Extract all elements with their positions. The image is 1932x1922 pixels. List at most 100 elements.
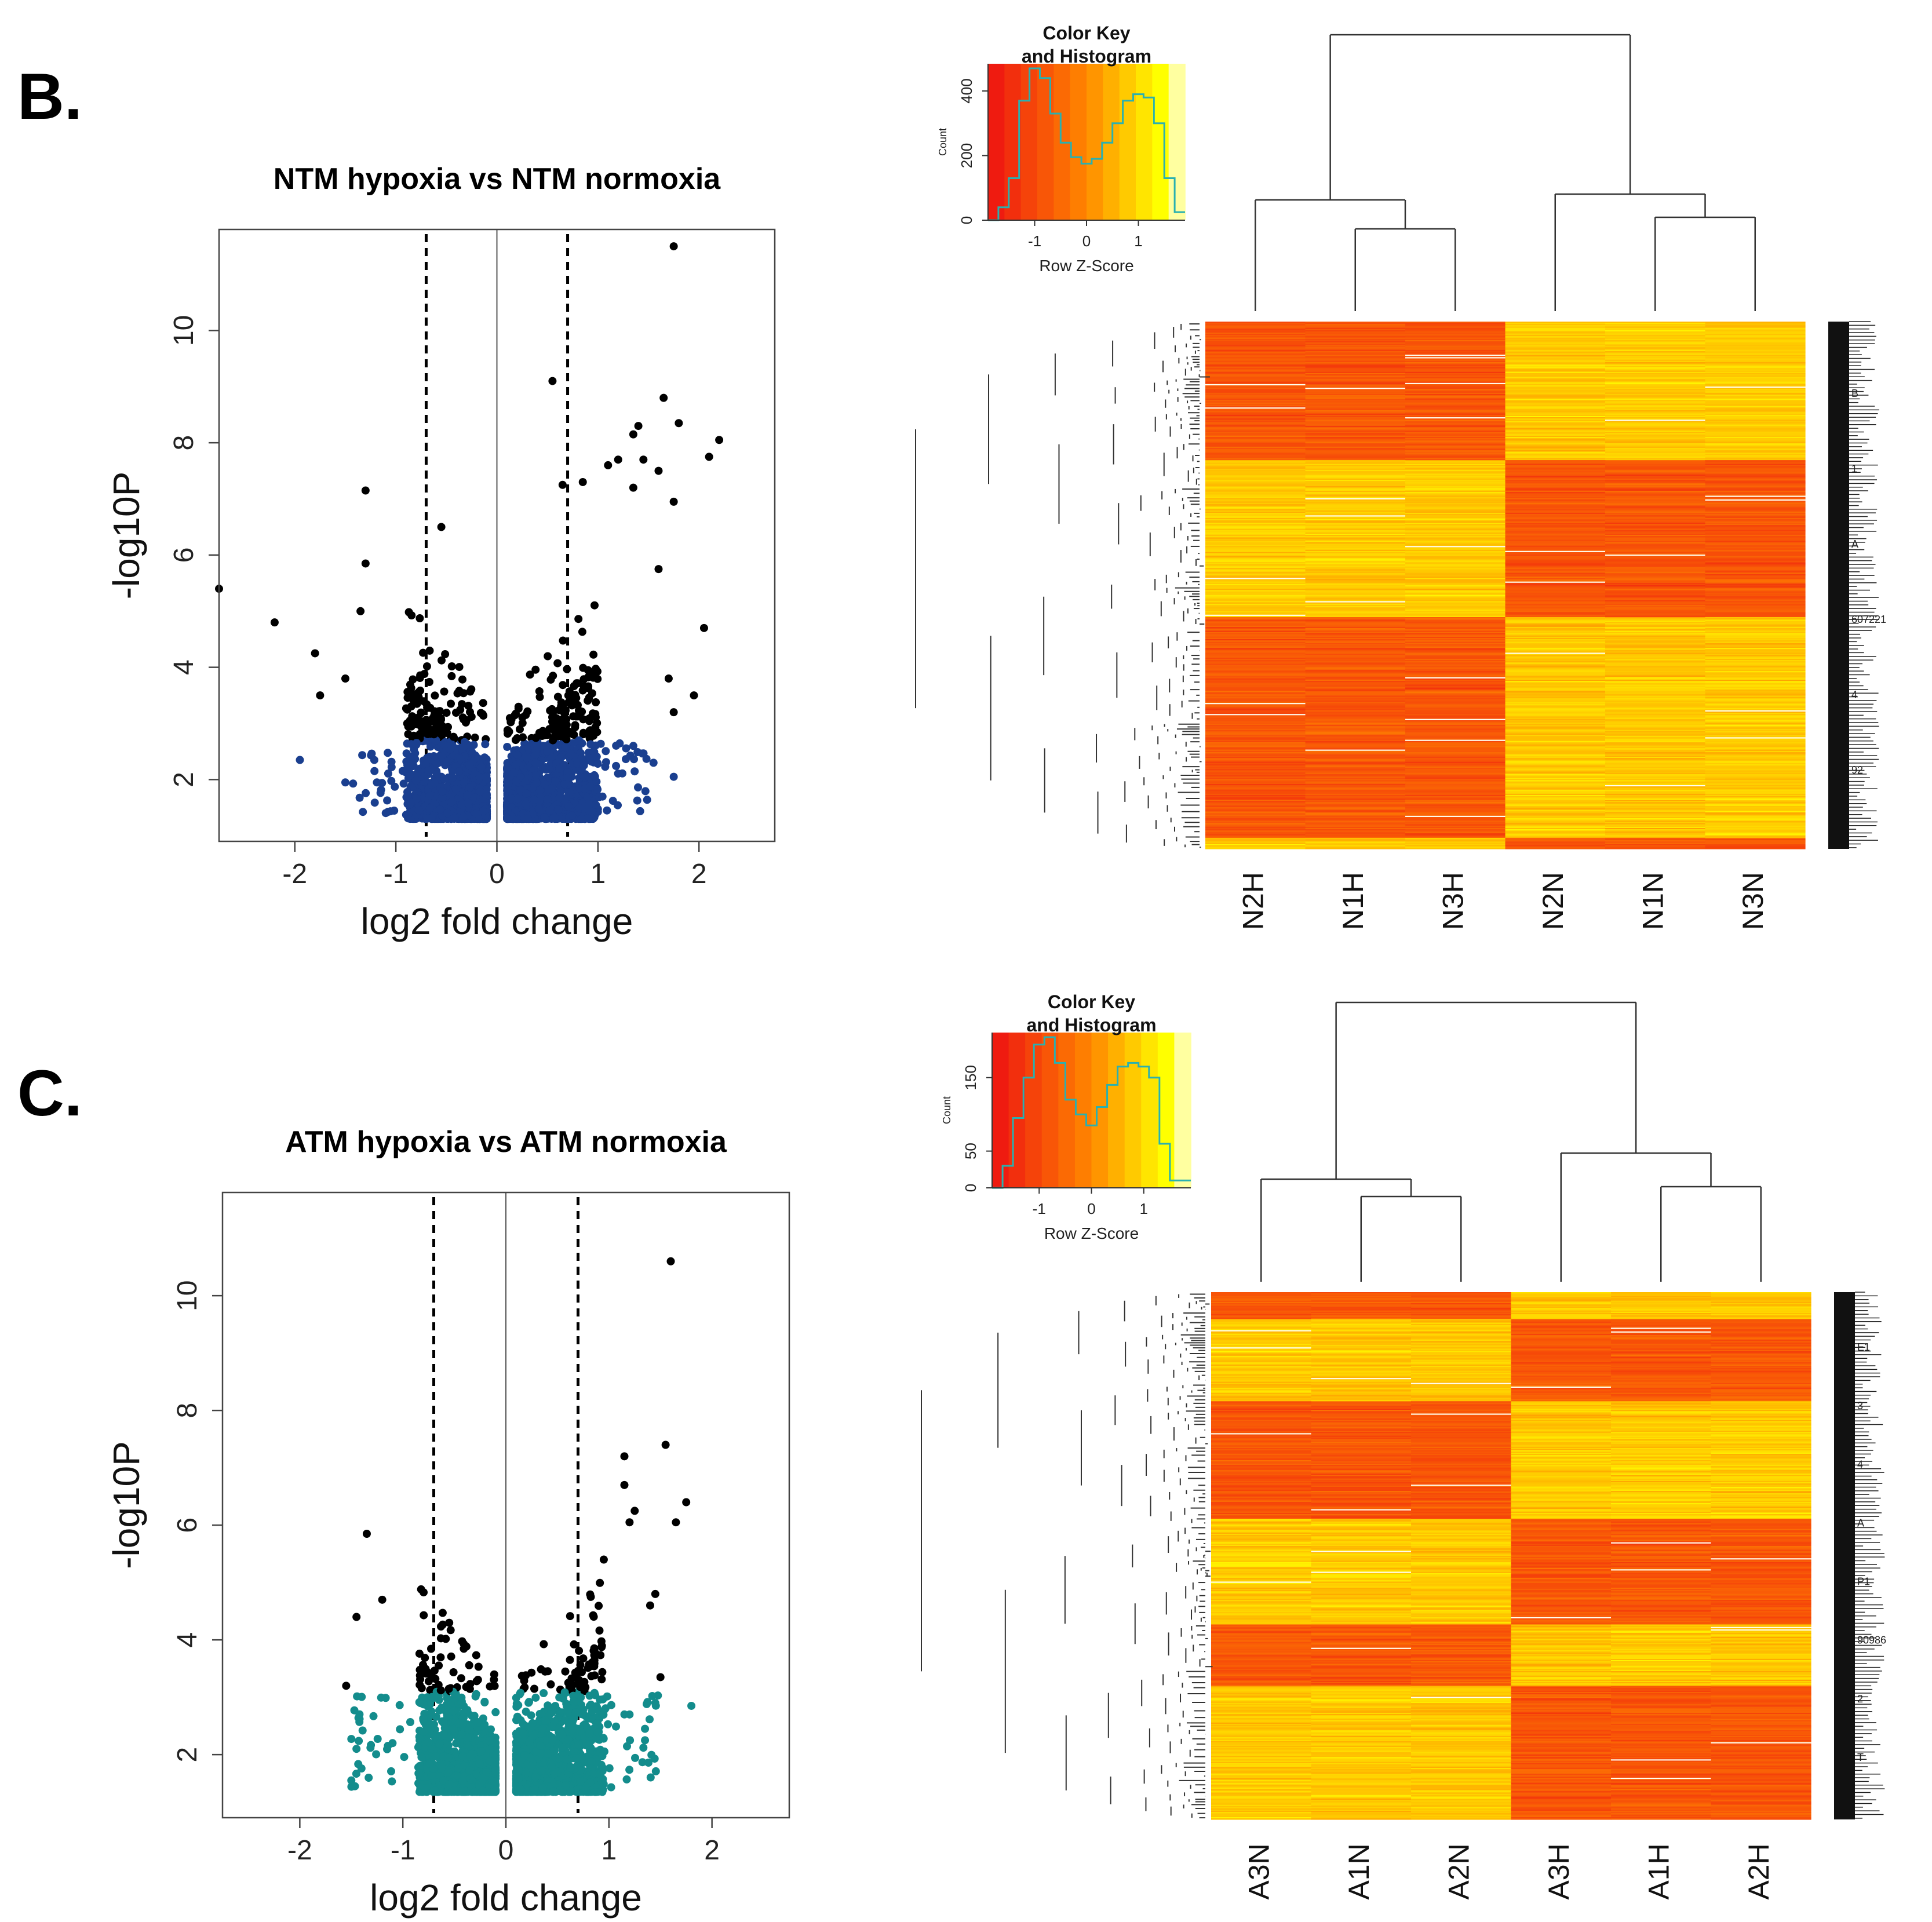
volcano-point [530, 796, 538, 804]
volcano-point [705, 453, 713, 461]
volcano-point [514, 702, 523, 711]
volcano-point [430, 779, 439, 787]
volcano-point [481, 740, 490, 749]
volcano-point [373, 778, 381, 787]
x-tick-label: 2 [691, 859, 707, 889]
panel-labels: B.C. [17, 60, 82, 1129]
volcano-point [447, 798, 455, 807]
volcano-point [560, 780, 568, 789]
volcano-point [602, 747, 610, 756]
volcano-point [447, 672, 456, 680]
volcano-point [556, 794, 564, 802]
volcano-point [551, 777, 560, 786]
volcano-point [424, 766, 432, 775]
volcano-point [507, 715, 516, 724]
y-tick-label: 4 [169, 659, 199, 675]
volcano-point [456, 754, 465, 763]
volcano-point [424, 814, 432, 822]
volcano-point [586, 782, 595, 791]
volcano-point [443, 757, 451, 766]
volcano-point [554, 805, 563, 814]
volcano-point [503, 726, 512, 735]
volcano-point [512, 709, 520, 718]
volcano-point [420, 697, 428, 706]
volcano-point [593, 760, 602, 768]
volcano-point [419, 648, 428, 657]
volcano-plot-0: NTM hypoxia vs NTM normoxia-2 -1 0 1 2246810… [105, 162, 776, 942]
volcano-point [512, 760, 520, 769]
volcano-point [513, 734, 522, 742]
volcano-point [555, 764, 564, 773]
volcano-point [362, 789, 370, 797]
volcano-point [516, 725, 524, 734]
volcano-point [425, 646, 434, 655]
volcano-point [593, 785, 602, 794]
volcano-point [465, 761, 474, 770]
volcano-point [341, 674, 349, 683]
volcano-point [367, 751, 376, 760]
volcano-point [590, 601, 599, 610]
volcano-point [567, 750, 575, 758]
volcano-point [614, 801, 622, 809]
volcano-point [641, 787, 650, 796]
volcano-point [664, 674, 673, 683]
volcano-point [413, 699, 421, 708]
volcano-point [633, 796, 641, 805]
volcano-point [560, 730, 568, 738]
volcano-point [545, 806, 554, 815]
volcano-point [559, 681, 567, 690]
volcano-point [455, 687, 464, 695]
volcano-point [563, 665, 571, 673]
volcano-point [404, 608, 413, 617]
volcano-point [634, 783, 642, 792]
y-tick-label: 6 [169, 548, 199, 563]
volcano-point [447, 662, 456, 670]
volcano-point [415, 731, 424, 739]
volcano-point [479, 807, 487, 815]
volcano-point [533, 779, 541, 787]
volcano-point [544, 652, 552, 661]
volcano-point [584, 666, 592, 674]
volcano-point [584, 673, 592, 681]
volcano-point [531, 734, 540, 742]
volcano-point [449, 773, 457, 782]
volcano-point [630, 755, 638, 764]
volcano-point [532, 741, 541, 750]
volcano-point [675, 419, 683, 428]
volcano-point [463, 791, 471, 800]
volcano-point [482, 773, 490, 782]
volcano-point [425, 804, 434, 812]
y-tick-label: 10 [169, 315, 199, 346]
volcano-point [590, 772, 599, 781]
volcano-point [316, 691, 325, 700]
x-tick-label: 1 [590, 859, 606, 889]
volcano-point [575, 736, 584, 745]
volcano-point [561, 743, 570, 752]
volcano-point [535, 692, 544, 701]
volcano-point [447, 699, 455, 708]
volcano-point [584, 815, 593, 823]
volcano-point [476, 787, 484, 796]
volcano-point [522, 710, 530, 719]
volcano-point [541, 763, 550, 771]
volcano-point [440, 774, 449, 783]
volcano-point [553, 692, 562, 701]
volcano-point [361, 559, 370, 568]
volcano-point [571, 691, 579, 699]
volcano-point [465, 783, 474, 792]
volcano-point [548, 377, 557, 385]
volcano-point [504, 779, 513, 788]
volcano-point [592, 665, 600, 673]
volcano-point [386, 807, 395, 816]
volcano-point [690, 691, 698, 700]
y-tick-label: 2 [169, 772, 199, 787]
volcano-point [569, 730, 577, 739]
volcano-point [513, 750, 522, 759]
volcano-point [551, 814, 559, 822]
volcano-point [612, 761, 621, 770]
volcano-point [506, 794, 515, 803]
volcano-point [444, 723, 452, 731]
volcano-point [598, 792, 607, 801]
volcano-point [578, 477, 587, 486]
